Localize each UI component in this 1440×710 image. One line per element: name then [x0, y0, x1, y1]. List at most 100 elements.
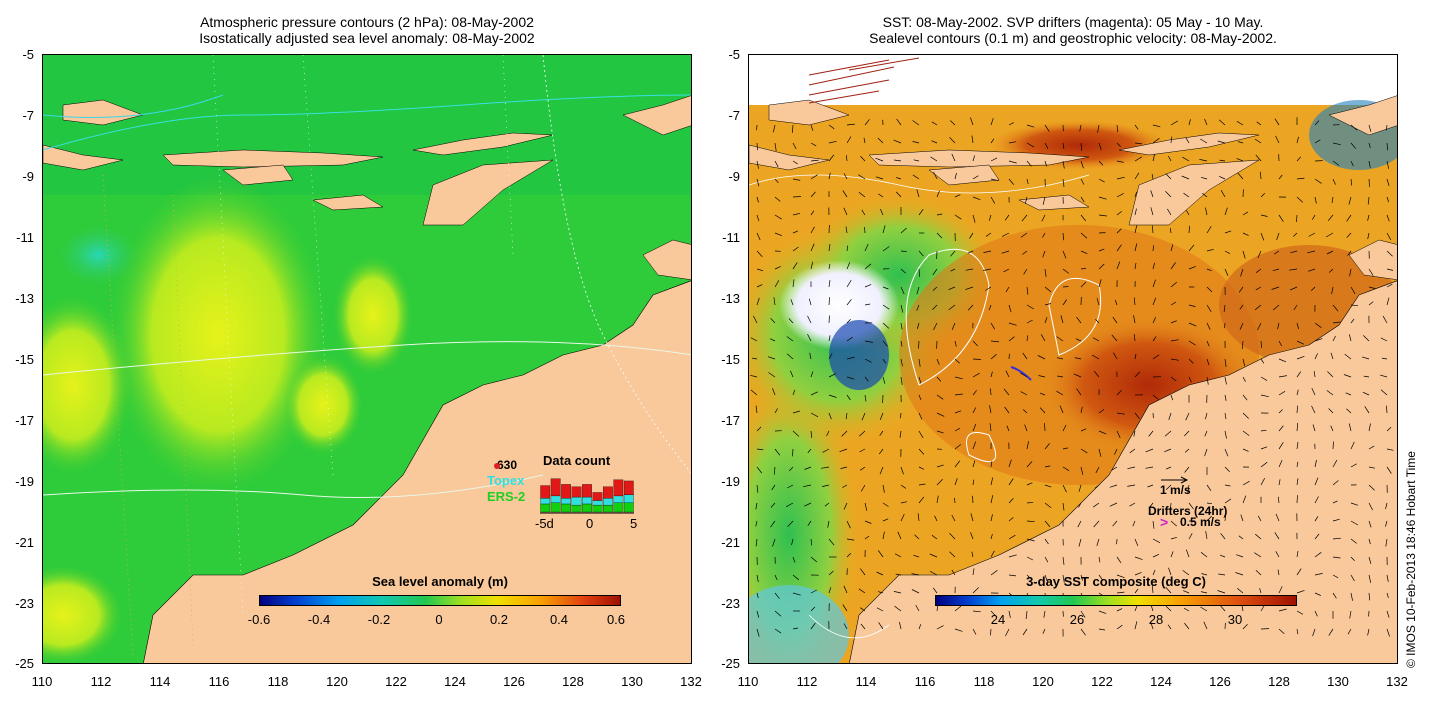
velocity-arrow	[1296, 156, 1302, 162]
velocity-arrow	[1257, 515, 1262, 522]
velocity-arrow	[1080, 160, 1084, 169]
velocity-arrow	[954, 393, 963, 396]
velocity-arrow	[899, 430, 902, 438]
velocity-arrow	[1080, 232, 1088, 239]
velocity-arrow	[1003, 388, 1010, 396]
velocity-arrow	[792, 246, 799, 252]
velocity-arrow	[1039, 407, 1046, 414]
velocity-arrow	[1044, 124, 1050, 132]
velocity-arrow	[810, 191, 816, 198]
velocity-arrow	[1152, 137, 1160, 144]
velocity-arrow	[1204, 430, 1208, 437]
velocity-arrow	[1314, 573, 1323, 576]
velocity-arrow	[1260, 394, 1269, 398]
velocity-arrow	[864, 340, 873, 343]
right-y-tick: -23	[721, 596, 740, 611]
velocity-arrow	[1134, 353, 1137, 360]
velocity-arrow	[1205, 207, 1208, 216]
velocity-arrow	[1060, 315, 1064, 324]
data-count-tick: -5d	[535, 516, 554, 531]
velocity-arrow	[1348, 196, 1352, 205]
velocity-arrow	[1237, 588, 1244, 594]
left-y-tick: -23	[15, 596, 34, 611]
velocity-arrow	[1041, 214, 1046, 222]
velocity-arrow	[756, 448, 764, 451]
velocity-arrow	[880, 208, 884, 216]
velocity-arrow	[828, 140, 837, 144]
velocity-arrow	[895, 191, 902, 198]
velocity-arrow	[882, 376, 886, 384]
velocity-arrow	[1220, 190, 1226, 198]
velocity-arrow	[810, 606, 816, 612]
velocity-arrow	[983, 250, 992, 253]
velocity-arrow	[1077, 520, 1082, 528]
data-count-bar	[582, 503, 592, 513]
velocity-arrow	[878, 193, 884, 198]
velocity-arrow	[846, 520, 851, 529]
velocity-arrow	[807, 448, 812, 454]
velocity-arrow	[1026, 178, 1029, 184]
velocity-arrow	[1314, 516, 1319, 522]
velocity-arrow	[918, 466, 925, 470]
velocity-arrow	[1293, 304, 1298, 311]
velocity-arrow	[1026, 142, 1035, 148]
velocity-arrow	[1169, 227, 1172, 234]
velocity-arrow	[846, 394, 851, 401]
velocity-arrow	[1206, 268, 1212, 272]
velocity-arrow	[1111, 334, 1118, 342]
velocity-arrow	[1332, 556, 1341, 559]
velocity-arrow	[810, 371, 814, 378]
velocity-arrow	[1109, 502, 1118, 507]
velocity-arrow	[1008, 336, 1015, 342]
velocity-arrow	[810, 391, 818, 396]
velocity-arrow	[1008, 141, 1017, 144]
left-x-tick: 128	[562, 674, 584, 689]
velocity-arrow	[1005, 370, 1010, 378]
velocity-arrow	[882, 304, 890, 310]
velocity-arrow	[1260, 478, 1266, 486]
velocity-arrow	[1020, 372, 1028, 378]
velocity-arrow	[1367, 196, 1370, 205]
velocity-arrow	[1276, 232, 1280, 241]
velocity-arrow	[1386, 178, 1390, 187]
velocity-arrow	[1274, 250, 1280, 255]
velocity-arrow	[1188, 322, 1197, 327]
velocity-arrow	[810, 430, 813, 438]
velocity-arrow	[1314, 139, 1321, 144]
velocity-arrow	[1098, 263, 1105, 270]
velocity-arrow	[1044, 443, 1050, 450]
velocity-arrow	[791, 538, 794, 546]
data-count-bar	[613, 502, 624, 513]
velocity-arrow	[1345, 392, 1352, 396]
velocity-arrow	[846, 318, 851, 324]
velocity-arrow	[1183, 607, 1190, 612]
velocity-arrow	[1005, 286, 1010, 293]
velocity-arrow	[1346, 232, 1352, 238]
right-x-tick: 110	[737, 674, 759, 689]
velocity-arrow	[1223, 304, 1226, 313]
velocity-arrow	[1224, 322, 1226, 329]
velocity-arrow	[1330, 352, 1334, 360]
velocity-arrow	[1382, 315, 1388, 324]
velocity-arrow	[1259, 588, 1262, 594]
velocity-arrow	[792, 389, 796, 396]
velocity-arrow	[911, 573, 920, 576]
left-y-tick: -15	[15, 352, 34, 367]
velocity-arrow	[875, 157, 884, 162]
velocity-arrow	[750, 389, 758, 396]
velocity-arrow	[1239, 304, 1244, 310]
velocity-arrow	[1044, 142, 1049, 149]
velocity-arrow	[790, 299, 794, 306]
left-y-tick: -9	[22, 169, 34, 184]
velocity-arrow	[900, 286, 905, 295]
velocity-arrow	[1346, 214, 1352, 222]
velocity-arrow	[774, 178, 779, 184]
velocity-arrow	[1062, 299, 1067, 306]
left-y-tick: -13	[15, 291, 34, 306]
velocity-arrow	[1170, 358, 1179, 361]
velocity-arrow	[918, 412, 923, 420]
velocity-arrow	[1170, 120, 1178, 126]
velocity-arrow	[1150, 190, 1154, 198]
velocity-arrow	[1219, 175, 1226, 180]
velocity-arrow	[972, 423, 977, 432]
